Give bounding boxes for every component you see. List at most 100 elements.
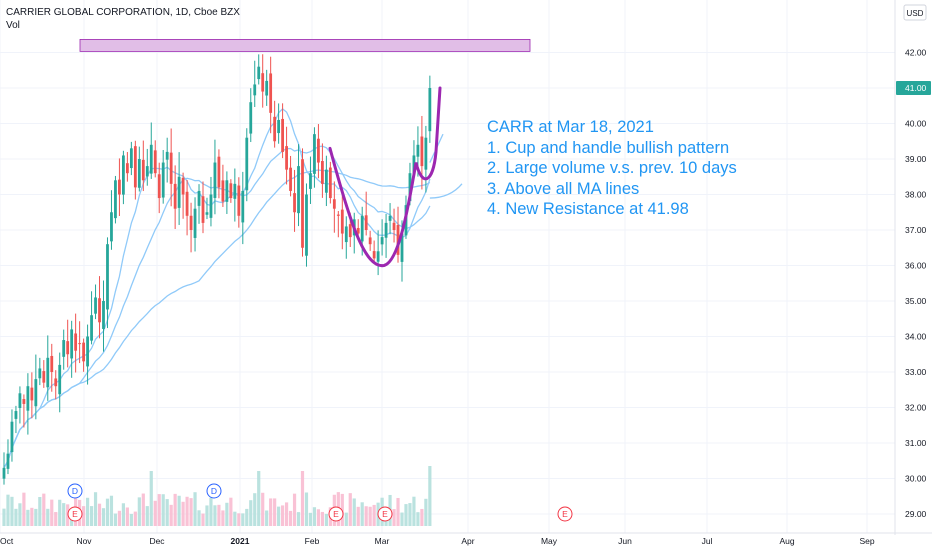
candle-body (10, 421, 14, 453)
candles (2, 54, 432, 485)
volume-bar (416, 512, 420, 526)
volume-bar (113, 513, 118, 526)
volume-bar (304, 492, 309, 526)
candle-body (106, 244, 109, 310)
volume-bar (153, 500, 157, 526)
volume-bar (185, 496, 189, 526)
event-markers[interactable]: D E D E E E (67, 483, 573, 522)
volume-bar (169, 504, 173, 526)
volume-bar (10, 496, 14, 526)
annotation-text[interactable]: CARR at Mar 18, 2021 1. Cup and handle b… (487, 117, 737, 220)
volume-bar (125, 507, 129, 526)
price-tick-label: 38.00 (905, 190, 927, 200)
volume-bar (177, 495, 181, 526)
volume-bar (58, 499, 62, 526)
volume-bar (34, 508, 38, 526)
candle-body (360, 215, 364, 242)
time-tick-label: Apr (461, 536, 474, 546)
marker-label: D (211, 486, 217, 496)
volume-bar (316, 509, 321, 526)
volume-bar (241, 513, 245, 526)
volume-bar (14, 508, 18, 526)
candle-body (129, 148, 133, 169)
volume-bar (201, 513, 205, 526)
candle-body (356, 227, 360, 234)
volume-bar (213, 505, 217, 526)
volume-bar (372, 504, 376, 526)
resistance-zone[interactable] (79, 39, 531, 52)
candle-body (253, 84, 257, 96)
candle-body (78, 343, 82, 345)
volume-bar (22, 492, 26, 526)
candle-body (213, 162, 217, 198)
currency-badge-text: USD (907, 9, 924, 18)
candle-body (6, 453, 10, 469)
volume-bar (249, 500, 253, 526)
candle-body (265, 80, 269, 96)
earnings-marker[interactable]: E (67, 506, 83, 522)
volume-bar (233, 511, 237, 526)
candle-body (98, 298, 101, 323)
time-tick-label: Dec (149, 536, 165, 546)
candle-body (293, 193, 296, 213)
candle-body (145, 166, 149, 177)
volume-bar (281, 505, 285, 526)
volume-bar (245, 508, 249, 526)
candle-body (137, 159, 141, 188)
volume-bar (312, 507, 317, 526)
earnings-marker[interactable]: E (557, 506, 573, 522)
volume-bar (46, 508, 50, 526)
marker-circle (328, 506, 344, 522)
volume-bar (193, 492, 197, 526)
marker-circle (377, 506, 393, 522)
earnings-marker[interactable]: E (328, 506, 344, 522)
volume-bar (225, 502, 229, 526)
price-tick-label: 30.00 (905, 474, 927, 484)
candle-body (348, 224, 352, 238)
time-axis[interactable]: Oct Nov Dec 2021 Feb Mar Apr May Jun Jul Aug Sep (0, 532, 932, 546)
volume-bar (121, 503, 125, 526)
volume-bar (408, 503, 412, 526)
candle-body (384, 222, 388, 238)
candle-body (90, 315, 93, 341)
candle-body (2, 467, 6, 479)
time-tick-label: Mar (375, 536, 390, 546)
annotation-line: CARR at Mar 18, 2021 (487, 118, 654, 136)
volume-bar (129, 513, 133, 526)
volume-bar (296, 512, 301, 526)
volume-bar (141, 493, 145, 526)
volume-bar (82, 506, 86, 526)
candle-body (372, 251, 376, 259)
dividend-marker[interactable]: D (67, 483, 83, 499)
volume-bar (400, 512, 404, 526)
volume-bar (157, 494, 161, 526)
candle-body (118, 179, 121, 195)
volume-bar (165, 499, 169, 526)
volume-bar (412, 496, 416, 526)
candle-body (309, 173, 312, 189)
volume-bar (288, 510, 293, 526)
candle-body (408, 173, 412, 202)
candle-body (70, 329, 74, 359)
price-tick-label: 31.00 (905, 438, 927, 448)
earnings-marker[interactable]: E (377, 506, 393, 522)
currency-badge[interactable]: USD (903, 4, 927, 21)
volume-label: Vol (6, 20, 20, 31)
volume-bar (50, 499, 54, 526)
candle-body (114, 180, 117, 219)
volume-bar (54, 512, 58, 526)
moving-average-line (3, 169, 431, 469)
volume-bar (284, 502, 289, 526)
price-tick-label: 35.00 (905, 296, 927, 306)
cup-and-handle-curve[interactable] (328, 86, 442, 268)
marker-label: E (382, 509, 388, 519)
candle-body (237, 185, 241, 216)
price-tick-label: 37.00 (905, 225, 927, 235)
volume-bar (101, 508, 106, 526)
marker-label: E (333, 509, 339, 519)
dividend-marker[interactable]: D (206, 483, 222, 499)
symbol-title: CARRIER GLOBAL CORPORATION, 1D, Cboe BZX (6, 7, 240, 18)
candle-body (189, 215, 193, 230)
volume-bar (265, 510, 269, 526)
